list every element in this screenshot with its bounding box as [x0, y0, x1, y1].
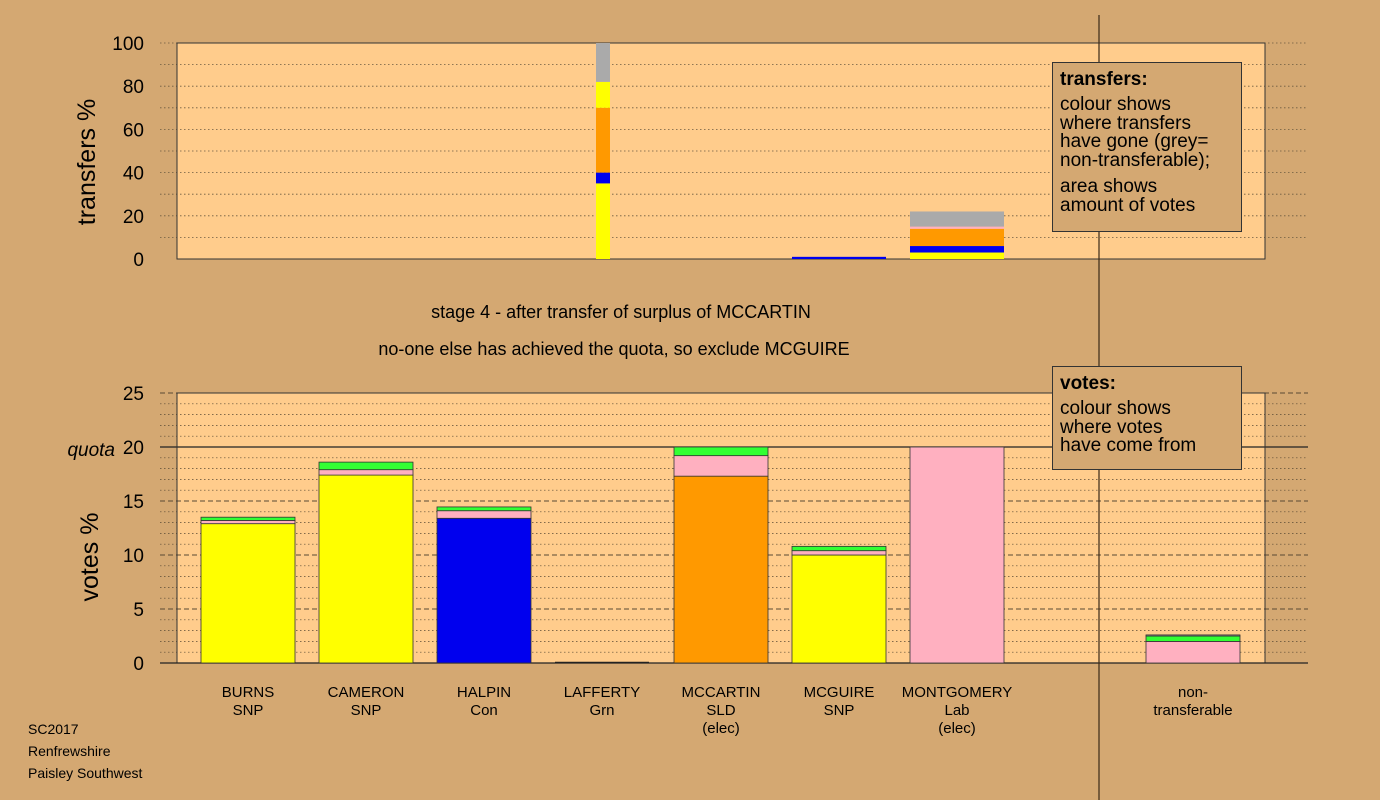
candidate-label: SNP: [351, 702, 382, 719]
transfers-bar-segment: [596, 183, 610, 259]
quota-label: quota: [67, 440, 115, 461]
transfers-tick-label: 100: [112, 34, 144, 55]
candidate-label: MCGUIRE: [804, 684, 875, 701]
votes-bar-segment: [436, 517, 532, 664]
votes-bar-segment: [318, 474, 414, 664]
candidate-label: HALPIN: [457, 684, 511, 701]
transfers-tick-label: 40: [123, 164, 144, 185]
votes-bar-segment: [1145, 634, 1241, 637]
candidate-label: (elec): [938, 720, 976, 737]
footer-ward: Paisley Southwest: [28, 765, 143, 781]
transfers-legend-line: colour shows: [1060, 94, 1171, 115]
transfers-bar-segment: [792, 256, 886, 259]
candidate-label: Grn: [589, 702, 614, 719]
votes-legend-title: votes:: [1060, 373, 1116, 394]
candidate-label: MCCARTIN: [682, 684, 761, 701]
votes-bar-segment: [200, 523, 296, 664]
votes-tick-label: 10: [123, 546, 144, 567]
candidate-label: transferable: [1153, 702, 1232, 719]
votes-bar-segment: [318, 461, 414, 471]
candidate-label: Lab: [944, 702, 969, 719]
transfers-tick-label: 20: [123, 207, 144, 228]
footer-council: Renfrewshire: [28, 743, 111, 759]
votes-bar-segment: [436, 510, 532, 519]
votes-legend-line: colour shows: [1060, 398, 1171, 419]
transfers-bar-segment: [596, 107, 610, 173]
stage-subtitle: no-one else has achieved the quota, so e…: [378, 339, 849, 359]
votes-legend-line: have come from: [1060, 435, 1197, 456]
transfers-legend: transfers: colour shows where transfers …: [1052, 62, 1242, 232]
votes-bar-segment: [791, 550, 887, 556]
transfers-legend-line: amount of votes: [1060, 194, 1196, 216]
transfers-bar-segment: [910, 246, 1004, 253]
votes-axis-label: votes %: [76, 513, 104, 602]
transfers-plot-frame: [176, 42, 1266, 260]
transfers-tick-label: 0: [133, 250, 144, 271]
candidate-label: CAMERON: [328, 684, 405, 701]
votes-tick-label: 25: [123, 384, 144, 405]
transfers-bar-segment: [910, 226, 1004, 229]
transfers-legend-title: transfers:: [1060, 69, 1148, 90]
footer-election: SC2017: [28, 721, 79, 737]
votes-bar-segment: [673, 475, 769, 664]
stage-title: stage 4 - after transfer of surplus of M…: [431, 302, 811, 322]
transfers-bar-segment: [910, 228, 1004, 247]
transfers-legend-line: have gone (grey=: [1060, 131, 1209, 152]
candidate-label: SNP: [824, 702, 855, 719]
votes-bar-segment: [791, 545, 887, 552]
candidate-label: (elec): [702, 720, 740, 737]
transfers-bar-segment: [910, 211, 1004, 227]
candidate-label: LAFFERTY: [564, 684, 640, 701]
votes-legend-line: where votes: [1060, 416, 1163, 438]
votes-bar-segment: [673, 446, 769, 457]
candidate-label: Con: [470, 702, 498, 719]
transfers-bar-segment: [596, 172, 610, 184]
candidate-label: SLD: [706, 702, 735, 719]
votes-bar-segment: [200, 520, 296, 525]
transfers-legend-line: area shows: [1060, 176, 1158, 197]
transfers-axis-label: transfers %: [73, 99, 101, 225]
transfers-bars: [596, 43, 1004, 259]
votes-bar-segment: [436, 506, 532, 512]
transfers-bar-segment: [596, 81, 610, 108]
votes-bar-segment: [909, 446, 1005, 664]
votes-tick-label: 5: [133, 600, 144, 621]
transfers-legend-line: non-transferable);: [1060, 149, 1210, 171]
votes-bar-segment: [1145, 635, 1241, 642]
candidate-label: non-: [1178, 684, 1208, 701]
transfers-tick-label: 80: [123, 77, 144, 98]
votes-bars: BURNSSNPCAMERONSNPHALPINConLAFFERTYGrnMC…: [200, 446, 1241, 737]
votes-legend: votes: colour shows where votes have com…: [1052, 366, 1242, 470]
votes-bar-segment: [1145, 641, 1241, 664]
votes-bar-segment: [318, 469, 414, 476]
votes-tick-label: 20: [123, 438, 144, 459]
transfers-legend-line: where transfers: [1060, 112, 1191, 134]
votes-bar-segment: [791, 554, 887, 664]
votes-tick-label: 0: [133, 654, 144, 675]
candidate-label: SNP: [233, 702, 264, 719]
candidate-label: BURNS: [222, 684, 275, 701]
transfers-bar-segment: [596, 43, 610, 82]
transfers-tick-label: 60: [123, 120, 144, 141]
votes-bar-segment: [673, 455, 769, 477]
votes-tick-label: 15: [123, 492, 144, 513]
candidate-label: MONTGOMERY: [902, 684, 1013, 701]
votes-bar-segment: [200, 516, 296, 521]
transfers-bar-segment: [910, 252, 1004, 259]
